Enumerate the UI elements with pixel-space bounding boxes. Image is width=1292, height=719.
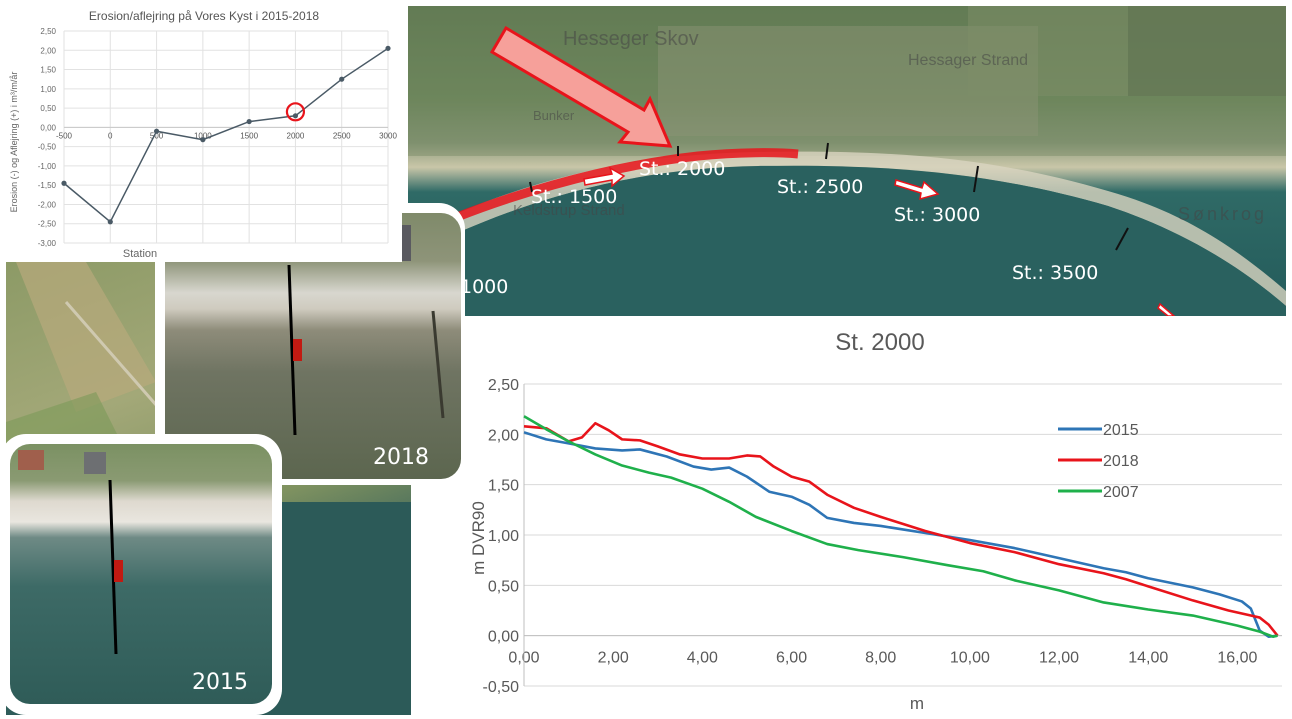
map-overlay (408, 6, 1286, 316)
erosion-chart-y-tick: -2,50 (38, 220, 57, 229)
erosion-chart-x-tick: 2500 (333, 131, 351, 140)
erosion-point (246, 118, 252, 125)
erosion-chart-y-tick: -2,00 (38, 200, 57, 209)
profile-chart-title: St. 2000 (835, 329, 924, 356)
legend-label-2007: 2007 (1103, 484, 1139, 501)
profile-chart-x-tick: 8,00 (865, 650, 896, 667)
erosion-chart-marks (61, 45, 391, 225)
legend-label-2018: 2018 (1103, 453, 1139, 470)
legend-label-2015: 2015 (1103, 422, 1139, 439)
profile-series-2007 (523, 415, 1278, 638)
erosion-chart-y-tick: 0,00 (40, 123, 56, 132)
erosion-chart-y-tick: -3,00 (38, 239, 57, 248)
profile-chart-y-tick: 2,50 (488, 377, 519, 394)
profile-chart-svg: 2,502,001,501,000,500,00-0,500,00 2,00 4,0… (469, 329, 1282, 713)
profile-series-2018 (523, 421, 1279, 637)
station-label: St.: 3500 (1012, 262, 1099, 284)
profile-chart-y-tick: 1,50 (488, 478, 519, 495)
erosion-chart-y-tick: 2,00 (40, 46, 56, 55)
profile-chart-y-tick: -0,50 (483, 679, 520, 696)
erosion-point (339, 76, 345, 82)
profile-chart: 2,50 2,00 1,50 1,00 0,50 0,00 -0,50 0,00 2,00 4,0… (462, 322, 1292, 715)
profile-chart-y-label: m DVR90 (469, 501, 488, 575)
profile-chart-x-tick: 4,00 (687, 650, 718, 667)
erosion-point (385, 45, 391, 51)
profile-chart-y-tick: 0,50 (488, 578, 519, 595)
erosion-chart-x-label: Station (123, 248, 157, 260)
erosion-chart-y-tick: -0,50 (38, 143, 57, 152)
erosion-chart-y-label: Erosion (-) og Aflejring (+) i m³/m/år (9, 72, 19, 213)
erosion-point (107, 219, 113, 225)
profile-chart-x-tick: 16,00 (1217, 650, 1257, 667)
erosion-chart-y-tick: -1,50 (38, 181, 57, 190)
profile-chart-y-tick: 0,00 (488, 629, 519, 646)
erosion-chart-y-tick: 1,50 (40, 66, 56, 75)
place-name: Keldstrup Strand (513, 202, 625, 219)
erosion-chart-svg: 2,50 2,00 1,50 1,00 0,50 0,00 -0,50 -1,00 -1,50 -… (9, 9, 398, 260)
erosion-series-line (63, 47, 389, 223)
station-label: 1000 (460, 276, 509, 298)
erosion-chart-y-tick: 1,00 (40, 85, 56, 94)
erosion-point (292, 113, 299, 119)
profile-series-2015 (523, 431, 1278, 638)
station-label: St.: 2500 (777, 176, 864, 198)
place-name: Sønkrog (1178, 204, 1268, 224)
erosion-point (200, 137, 206, 143)
erosion-chart: 2,50 2,00 1,50 1,00 0,50 0,00 -0,50 -1,00 -1,50 -… (6, 6, 402, 262)
erosion-chart-title: Erosion/aflejring på Vores Kyst i 2015-2… (89, 9, 319, 23)
profile-chart-gridlines (524, 383, 1282, 687)
photo-2015-overlay (18, 450, 123, 655)
profile-chart-y-tick: 2,00 (488, 427, 519, 444)
profile-chart-x-tick: 14,00 (1128, 650, 1168, 667)
erosion-chart-x-tick: 2000 (287, 131, 305, 140)
erosion-point (153, 128, 160, 134)
erosion-chart-x-tick: 0 (108, 131, 113, 140)
aerial-photo-2015: 2015 (10, 444, 272, 704)
highlight-circle (285, 102, 306, 122)
profile-chart-x-label: m (910, 694, 924, 713)
erosion-chart-x-tick: 1000 (194, 131, 212, 140)
place-name: Bunker (533, 108, 575, 123)
station-label: St.: 2000 (639, 158, 726, 180)
erosion-chart-gridlines (63, 30, 389, 244)
erosion-chart-x-tick: 500 (150, 131, 164, 140)
station-label: St.: 1500 (531, 186, 618, 208)
erosion-chart-x-tick: 3000 (379, 131, 397, 140)
photo-year-label: 2018 (373, 445, 429, 470)
erosion-chart-y-tick: 2,50 (40, 27, 56, 36)
profile-chart-lines (523, 415, 1279, 638)
erosion-chart-y-tick: -1,00 (38, 162, 57, 171)
place-name: Hesseger Skov (563, 28, 699, 50)
station-label: St.: 3000 (894, 204, 981, 226)
aerial-map: Hesseger Skov Hessager Strand Keldstrup … (408, 6, 1286, 316)
photo-card-2015: 2015 (0, 434, 282, 715)
profile-chart-x-tick: 10,00 (950, 650, 990, 667)
photo-year-label: 2015 (192, 670, 248, 695)
erosion-point (61, 180, 67, 186)
profile-chart-axes: 2,502,001,501,000,500,00-0,500,00 2,00 4,0… (483, 377, 1282, 696)
profile-chart-x-tick: 2,00 (598, 650, 629, 667)
profile-chart-x-tick: 6,00 (776, 650, 807, 667)
erosion-chart-x-tick: -500 (56, 131, 73, 140)
erosion-chart-y-tick: 0,50 (40, 104, 56, 113)
place-name: Hessager Strand (908, 52, 1029, 69)
profile-chart-legend: 2015 2018 2007 (1058, 422, 1139, 501)
profile-chart-x-tick: 12,00 (1039, 650, 1079, 667)
profile-chart-y-tick: 1,00 (488, 528, 519, 545)
erosion-chart-x-tick: 1500 (240, 131, 258, 140)
erosion-chart-axes: 2,50 2,00 1,50 1,00 0,50 0,00 -0,50 -1,00 -1,50 -… (38, 27, 398, 248)
